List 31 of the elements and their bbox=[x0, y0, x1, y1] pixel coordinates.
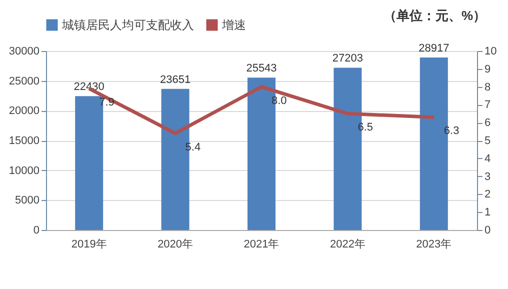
data-label: 25543 bbox=[246, 62, 277, 75]
text: （单位：元、%） bbox=[383, 8, 486, 23]
y2-tick-label: 7 bbox=[484, 99, 491, 112]
y-tick-label: 15000 bbox=[8, 135, 40, 147]
data-label: 28917 bbox=[418, 42, 450, 54]
data-label: 23651 bbox=[160, 74, 191, 86]
y-tick-label: 0 bbox=[33, 224, 40, 236]
x-tick-label: 2019年 bbox=[71, 238, 107, 250]
y2-tick-label: 9 bbox=[484, 63, 491, 76]
y2-tick-label: 10 bbox=[484, 46, 497, 58]
y2-tick-label: 6 bbox=[484, 117, 491, 130]
y-tick-label: 25000 bbox=[8, 75, 40, 88]
legend-label: 增速 bbox=[221, 18, 246, 32]
x-tick-label: 2022年 bbox=[330, 238, 366, 250]
y-tick-label: 20000 bbox=[8, 105, 40, 118]
legend-label: 城镇居民人均可支配收入 bbox=[61, 18, 194, 32]
y2-tick-label: 1 bbox=[484, 206, 491, 219]
y2-tick-label: 8 bbox=[484, 81, 491, 94]
y-tick-label: 5000 bbox=[15, 194, 40, 207]
y2-tick-label: 0 bbox=[484, 224, 491, 236]
data-label: 27203 bbox=[332, 52, 363, 65]
x-tick-label: 2021年 bbox=[244, 238, 280, 250]
y2-tick-label: 3 bbox=[484, 170, 491, 183]
y2-tick-label: 4 bbox=[484, 152, 491, 165]
x-tick-label: 2023年 bbox=[416, 238, 452, 250]
y-tick-label: 10000 bbox=[8, 164, 40, 177]
x-tick-label: 2020年 bbox=[158, 238, 194, 250]
y2-tick-label: 5 bbox=[484, 135, 491, 147]
y2-tick-label: 2 bbox=[484, 188, 491, 201]
data-label: 22430 bbox=[74, 81, 104, 94]
y-tick-label: 30000 bbox=[8, 46, 40, 58]
